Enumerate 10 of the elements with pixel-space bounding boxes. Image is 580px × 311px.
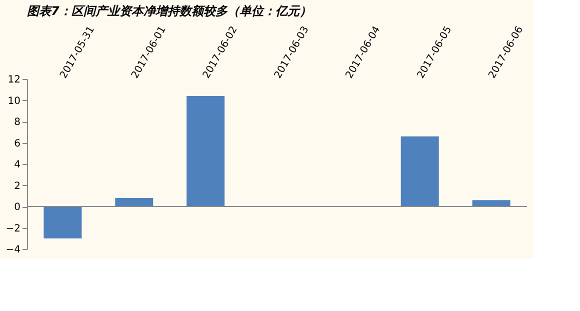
y-tick-label: −2 <box>6 223 20 234</box>
y-tick-label: 12 <box>8 74 20 86</box>
y-tick-label: 6 <box>14 138 20 150</box>
y-tick-label: 0 <box>14 202 20 213</box>
chart-title: 图表7：区间产业资本净增持数额较多（单位：亿元） <box>27 4 312 18</box>
y-tick-label: −4 <box>6 244 20 256</box>
y-tick-label: 4 <box>14 160 20 170</box>
y-tick-label: 10 <box>8 96 20 107</box>
y-tick-label: 2 <box>14 180 20 192</box>
y-tick-label: 8 <box>14 117 20 128</box>
